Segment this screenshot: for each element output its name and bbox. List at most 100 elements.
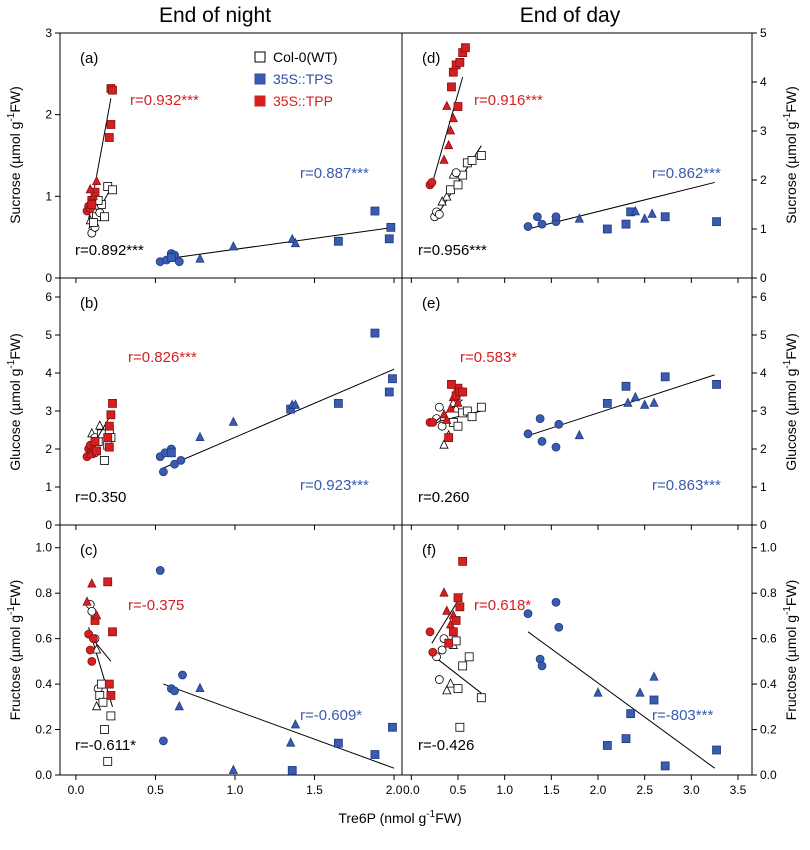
data-point-wt — [434, 209, 444, 219]
data-point-wt — [462, 406, 472, 416]
data-point-tps — [532, 212, 542, 222]
data-point-tps — [630, 205, 640, 216]
y-tick-label: 3 — [45, 404, 52, 418]
r-annotation-tps: r=0.863*** — [652, 477, 721, 494]
data-point-tps — [623, 397, 633, 407]
r-annotation-tpp: r=0.583* — [460, 349, 517, 366]
row-label-main: Fructose (µmol g — [783, 615, 799, 720]
y-tick-label: 0.8 — [760, 586, 777, 600]
data-point-tpp — [444, 139, 454, 150]
data-point-tpp — [103, 577, 113, 587]
y-tick-label: 5 — [45, 328, 52, 342]
y-tick-label: 0 — [45, 518, 52, 532]
data-point-wt — [442, 685, 452, 695]
x-tick-label: 2.0 — [590, 783, 607, 797]
data-point-wt — [458, 661, 468, 671]
data-point-tps — [630, 391, 640, 402]
y-tick-label: 0.2 — [760, 723, 777, 737]
data-point-tpp — [87, 578, 97, 588]
data-point-tps — [649, 695, 659, 705]
row-label: Fructose (µmol g-1FW) — [782, 580, 799, 721]
x-axis-label-sup: -1 — [426, 809, 435, 820]
data-point-tpp — [458, 387, 468, 397]
data-point-tpp — [89, 634, 98, 644]
y-tick-label: 6 — [45, 290, 52, 304]
y-tick-label: 0.2 — [35, 723, 52, 737]
y-tick-label: 4 — [760, 75, 767, 89]
data-point-tpp — [448, 112, 458, 123]
data-point-tpp — [427, 178, 437, 187]
data-point-tpp — [439, 408, 449, 419]
row-label: Sucrose (µmol g-1FW) — [782, 86, 799, 224]
x-tick-label: 2.0 — [386, 783, 403, 797]
data-point-tpp — [444, 433, 454, 443]
y-tick-label: 0.0 — [35, 768, 52, 782]
col-title-end-of-day: End of day — [520, 4, 621, 27]
data-point-tps — [155, 566, 165, 575]
y-tick-label: 5 — [760, 26, 767, 40]
x-axis-label-end: FW) — [435, 810, 461, 826]
data-point-tps — [228, 764, 239, 774]
r-annotation-tpp: r=0.916*** — [474, 92, 543, 109]
data-point-tps — [170, 459, 179, 469]
data-point-tps — [384, 234, 394, 244]
y-tick-label: 2 — [45, 108, 52, 122]
panel-label: (d) — [422, 50, 440, 67]
data-point-tps — [621, 219, 631, 229]
data-point-tps — [174, 257, 184, 267]
data-point-tpp — [445, 125, 456, 135]
data-point-tps — [660, 212, 670, 222]
y-tick-label: 0.8 — [35, 586, 52, 600]
data-point-tpp — [104, 133, 114, 142]
y-tick-label: 1 — [760, 222, 767, 236]
data-point-tps — [640, 399, 650, 409]
y-tick-label: 0.6 — [760, 632, 777, 646]
data-point-tps — [158, 736, 168, 746]
data-point-tpp — [442, 414, 452, 424]
data-point-tps — [574, 429, 584, 440]
x-tick-label: 1.5 — [306, 783, 323, 797]
data-point-tps — [551, 212, 561, 222]
row-label: Glucose (µmol g-1FW) — [782, 333, 799, 471]
data-point-tps — [290, 399, 301, 409]
data-point-tps — [174, 700, 184, 711]
x-tick-label: 0.0 — [403, 783, 420, 797]
data-point-tpp — [445, 403, 456, 413]
data-point-tps — [523, 429, 533, 439]
row-label-sup: -1 — [782, 112, 793, 121]
panel-label: (a) — [80, 50, 98, 67]
data-point-wt — [437, 196, 447, 206]
data-point-tpp — [92, 446, 101, 456]
data-point-tps — [523, 222, 533, 231]
row-label-sup: -1 — [782, 359, 793, 368]
y-tick-label: 1 — [760, 480, 767, 494]
data-point-tpp — [106, 120, 116, 129]
x-tick-label: 0.5 — [450, 783, 467, 797]
x-tick-label: 1.5 — [543, 783, 560, 797]
y-tick-label: 0.4 — [760, 677, 777, 691]
row-label-sup: -1 — [6, 359, 17, 368]
data-point-tpp — [447, 82, 456, 92]
y-tick-label: 1 — [45, 480, 52, 494]
data-point-tps — [537, 661, 547, 671]
y-tick-label: 3 — [45, 26, 52, 40]
x-tick-label: 1.0 — [496, 783, 513, 797]
y-tick-label: 1.0 — [35, 541, 52, 555]
data-point-tpp — [103, 433, 113, 443]
r-annotation-tps: r=-803*** — [652, 707, 713, 724]
data-point-tps — [537, 219, 547, 229]
legend-label: 35S::TPS — [273, 71, 333, 87]
data-point-wt — [445, 678, 456, 688]
r-annotation-tps: r=0.923*** — [300, 477, 369, 494]
data-point-tpp — [90, 436, 100, 446]
data-point-tps — [554, 622, 564, 632]
row-label: Sucrose (µmol g-1FW) — [6, 86, 23, 224]
row-label-end: FW) — [7, 580, 23, 606]
data-point-tps — [286, 737, 296, 747]
row-label-sup: -1 — [782, 606, 793, 615]
x-axis-label: Tre6P (nmol g-1FW) — [338, 809, 461, 826]
row-label-sup: -1 — [6, 112, 17, 121]
data-point-wt — [437, 421, 447, 431]
data-point-tps — [602, 224, 612, 234]
col-title-end-of-night: End of night — [159, 4, 271, 27]
